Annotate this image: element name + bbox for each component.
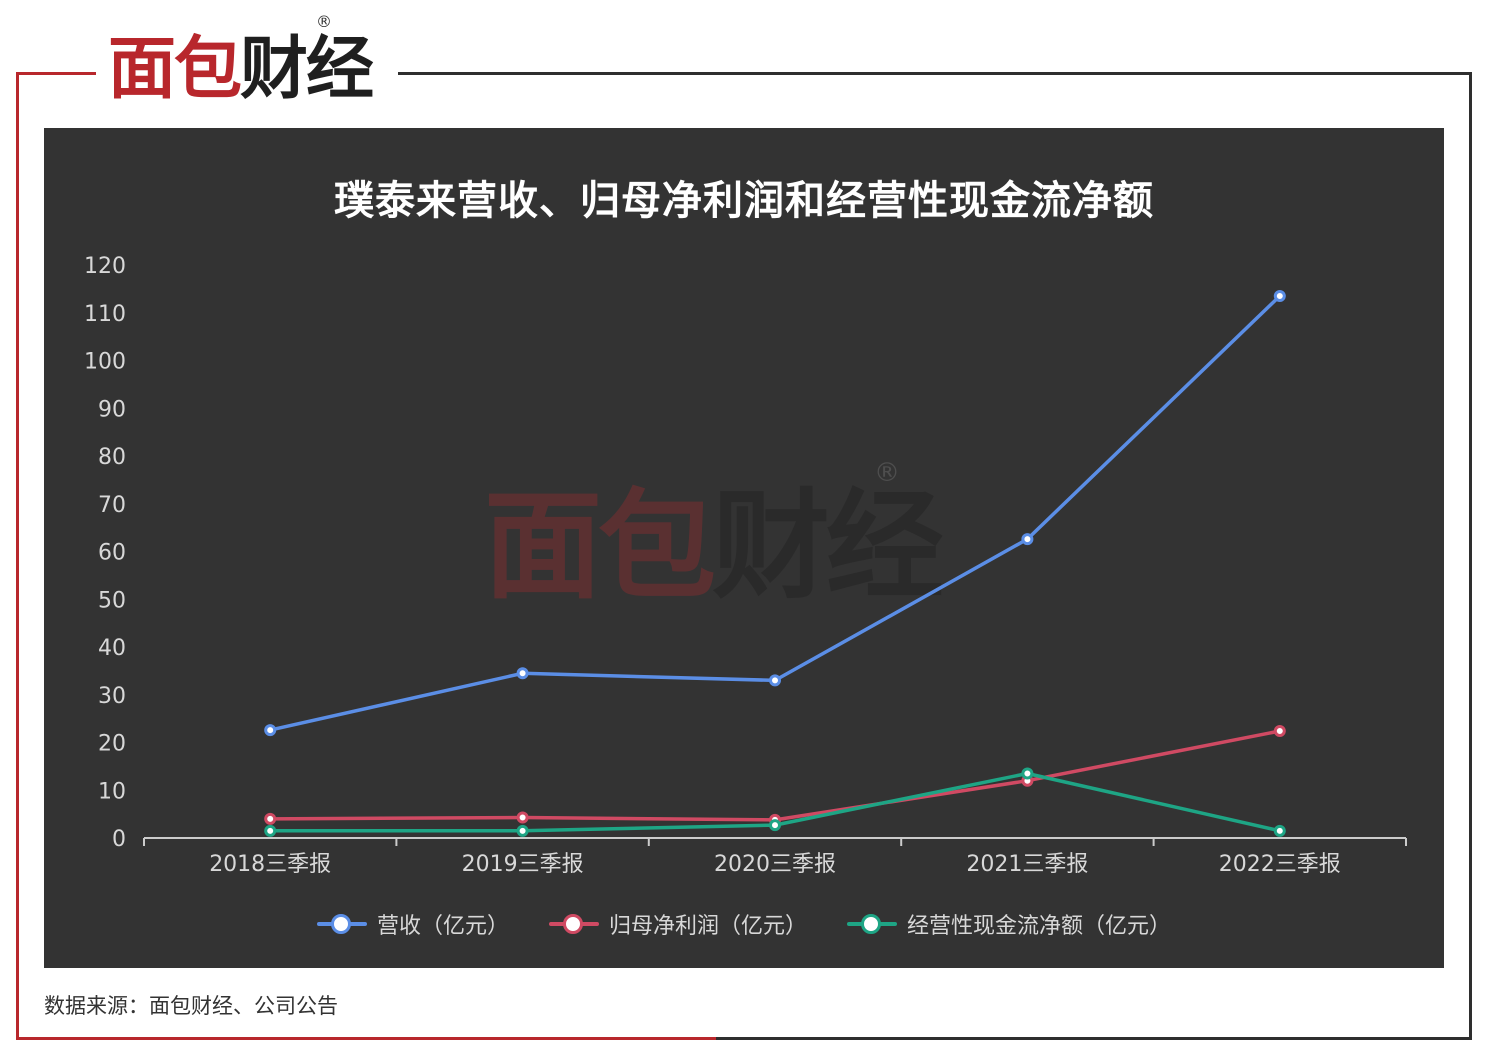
y-tick-label: 90: [98, 397, 126, 422]
x-tick-label: 2018三季报: [209, 852, 331, 877]
brand-logo: 面包财经 ®: [104, 12, 394, 112]
legend-item-2[interactable]: 归母净利润（亿元）: [548, 908, 807, 940]
series-line-1: [269, 294, 1282, 732]
legend-marker-dot: [330, 914, 351, 934]
logo-part-1: 面包: [108, 30, 242, 109]
chart-panel: 面包财经 ® 璞泰来营收、归母净利润和经营性现金流净额 2018三季报 2019三…: [44, 128, 1444, 968]
legend-marker: [316, 914, 367, 934]
frame-bottom-accent: [16, 1037, 716, 1040]
y-tick-label: 60: [98, 541, 126, 566]
data-point-2: [1273, 725, 1286, 738]
y-tick-label: 20: [98, 732, 126, 757]
data-source-note: 数据来源：面包财经、公司公告: [44, 994, 338, 1018]
chart-legend: 营收（亿元） 归母净利润（亿元） 经营性现金流净额（亿元）: [44, 908, 1444, 940]
watermark-logo: 面包财经: [484, 476, 944, 616]
data-point-2: [264, 812, 277, 825]
y-tick-label: 40: [98, 636, 126, 661]
data-point-1: [264, 724, 277, 737]
y-tick-label: 120: [84, 254, 126, 279]
series-line-2: [270, 729, 1281, 822]
frame-top-border: [398, 72, 1472, 75]
legend-marker-dot: [861, 914, 881, 934]
y-tick-label: 100: [84, 350, 126, 375]
data-point-3: [1273, 824, 1286, 837]
legend-item-3[interactable]: 经营性现金流净额（亿元）: [847, 908, 1171, 940]
data-point-1: [516, 667, 529, 680]
y-tick-label: 10: [98, 779, 126, 804]
y-tick-label: 0: [112, 827, 126, 852]
frame-left-border: [16, 72, 19, 1040]
data-point-3: [264, 824, 277, 837]
logo-part-2: 财经: [240, 30, 374, 109]
watermark-part-1: 面包: [484, 477, 716, 615]
y-tick-label: 30: [98, 684, 126, 709]
data-point-2: [516, 811, 529, 824]
frame-bottom-border: [716, 1037, 1472, 1040]
legend-label: 营收（亿元）: [376, 914, 509, 939]
y-tick-label: 80: [98, 445, 126, 470]
registered-mark: ®: [316, 12, 332, 31]
data-point-3: [1021, 767, 1034, 780]
y-tick-label: 70: [98, 493, 126, 518]
y-tick-label: 110: [84, 302, 126, 327]
legend-marker-dot: [562, 914, 583, 934]
data-point-3: [769, 819, 781, 832]
chart-title: 璞泰来营收、归母净利润和经营性现金流净额: [334, 178, 1154, 224]
watermark-registered-mark: ®: [874, 458, 900, 488]
x-tick-label: 2020三季报: [714, 852, 836, 877]
legend-label: 归母净利润（亿元）: [608, 914, 807, 939]
data-point-1: [769, 674, 781, 687]
y-tick-label: 50: [98, 588, 126, 613]
frame-top-accent: [16, 72, 96, 75]
legend-marker: [847, 914, 897, 934]
data-point-1: [1021, 533, 1034, 546]
x-tick-label: 2019三季报: [462, 852, 584, 877]
x-tick-label: 2021三季报: [966, 852, 1088, 877]
x-tick-label: 2022三季报: [1219, 852, 1341, 877]
legend-item-1[interactable]: 营收（亿元）: [316, 908, 509, 940]
brand-logo-text: 面包财经: [108, 30, 374, 110]
legend-marker: [548, 914, 599, 934]
frame-right-border: [1469, 72, 1472, 1040]
legend-label: 经营性现金流净额（亿元）: [907, 914, 1172, 939]
line-chart: 2018三季报 2019三季报 2020三季报 2021三季报 2022三季报 0 10 20…: [84, 254, 1407, 877]
data-point-3: [516, 824, 529, 837]
watermark-part-2: 财经: [712, 477, 944, 615]
data-point-1: [1273, 290, 1286, 303]
